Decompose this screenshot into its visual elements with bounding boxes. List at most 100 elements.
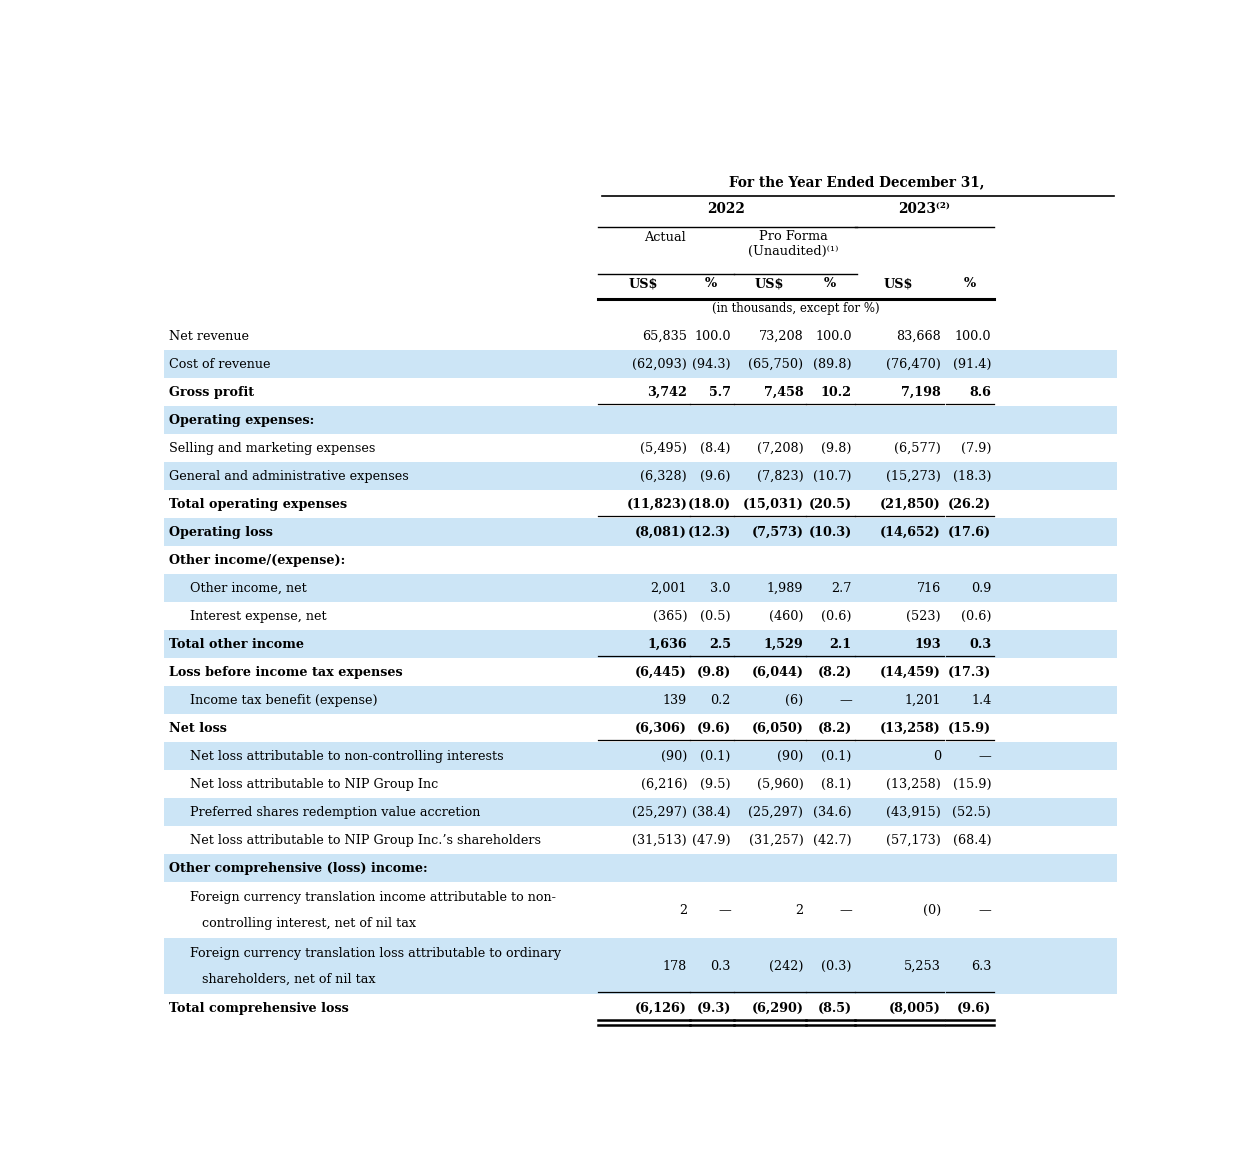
Bar (164, 686, 1118, 714)
Text: (18.3): (18.3) (952, 470, 991, 483)
Text: 2022: 2022 (707, 202, 745, 216)
Text: 0.2: 0.2 (710, 694, 731, 707)
Bar (164, 630, 1118, 658)
Bar (164, 574, 1118, 602)
Text: (0.1): (0.1) (821, 750, 851, 763)
Text: 3,742: 3,742 (648, 386, 688, 399)
Text: (9.8): (9.8) (696, 666, 731, 679)
Text: (7,208): (7,208) (756, 442, 804, 455)
Text: (13,258): (13,258) (880, 722, 941, 735)
Text: Gross profit: Gross profit (169, 386, 254, 399)
Text: 1,989: 1,989 (768, 582, 804, 595)
Bar (164, 406, 1118, 434)
Text: 2023⁽²⁾: 2023⁽²⁾ (898, 202, 950, 216)
Text: (0.1): (0.1) (700, 750, 731, 763)
Text: (26.2): (26.2) (949, 498, 991, 511)
Bar (164, 434, 1118, 462)
Text: 2: 2 (795, 904, 804, 916)
Text: (31,513): (31,513) (632, 834, 688, 847)
Text: —: — (839, 694, 851, 707)
Text: Pro Forma
(Unaudited)⁽¹⁾: Pro Forma (Unaudited)⁽¹⁾ (749, 230, 839, 258)
Bar (164, 743, 1118, 771)
Text: 1,529: 1,529 (764, 638, 804, 651)
Text: (15,273): (15,273) (886, 470, 941, 483)
Text: (10.3): (10.3) (809, 526, 851, 539)
Text: 3.0: 3.0 (710, 582, 731, 595)
Text: (25,297): (25,297) (632, 806, 688, 819)
Text: Income tax benefit (expense): Income tax benefit (expense) (190, 694, 378, 707)
Text: 6.3: 6.3 (971, 960, 991, 972)
Text: Operating expenses:: Operating expenses: (169, 414, 314, 427)
Text: 8.6: 8.6 (970, 386, 991, 399)
Text: (15,031): (15,031) (742, 498, 804, 511)
Text: Foreign currency translation loss attributable to ordinary: Foreign currency translation loss attrib… (190, 947, 561, 960)
Text: (9.6): (9.6) (958, 1002, 991, 1014)
Bar (164, 546, 1118, 574)
Text: Net loss: Net loss (169, 722, 226, 735)
Text: Total operating expenses: Total operating expenses (169, 498, 348, 511)
Text: (8.2): (8.2) (818, 666, 851, 679)
Text: (8.2): (8.2) (818, 722, 851, 735)
Text: (7,573): (7,573) (751, 526, 804, 539)
Text: Actual: Actual (645, 231, 686, 244)
Text: For the Year Ended December 31,: For the Year Ended December 31, (730, 175, 985, 189)
Bar (164, 350, 1118, 378)
Text: (5,495): (5,495) (640, 442, 688, 455)
Text: Other income/(expense):: Other income/(expense): (169, 554, 345, 567)
Text: 83,668: 83,668 (896, 330, 941, 343)
Text: —: — (718, 904, 731, 916)
Text: (15.9): (15.9) (949, 722, 991, 735)
Text: US$: US$ (755, 278, 784, 290)
Text: (31,257): (31,257) (749, 834, 804, 847)
Text: (38.4): (38.4) (693, 806, 731, 819)
Text: (365): (365) (652, 610, 688, 623)
Text: (9.6): (9.6) (700, 470, 731, 483)
Text: %: % (705, 278, 717, 290)
Text: (8.1): (8.1) (821, 778, 851, 791)
Text: (6,044): (6,044) (751, 666, 804, 679)
Text: 0.3: 0.3 (710, 960, 731, 972)
Bar (164, 602, 1118, 630)
Text: (6,050): (6,050) (751, 722, 804, 735)
Text: 0.3: 0.3 (969, 638, 991, 651)
Text: %: % (824, 278, 836, 290)
Text: (6,445): (6,445) (635, 666, 688, 679)
Text: (47.9): (47.9) (693, 834, 731, 847)
Bar (164, 827, 1118, 855)
Text: (5,960): (5,960) (756, 778, 804, 791)
Text: (0.6): (0.6) (961, 610, 991, 623)
Text: (91.4): (91.4) (952, 358, 991, 371)
Bar (164, 378, 1118, 406)
Text: (460): (460) (769, 610, 804, 623)
Text: (0.5): (0.5) (700, 610, 731, 623)
Text: (12.3): (12.3) (688, 526, 731, 539)
Text: 716: 716 (916, 582, 941, 595)
Text: (9.6): (9.6) (696, 722, 731, 735)
Text: Net loss attributable to non-controlling interests: Net loss attributable to non-controlling… (190, 750, 504, 763)
Text: 1,636: 1,636 (648, 638, 688, 651)
Text: (9.3): (9.3) (696, 1002, 731, 1014)
Text: (11,823): (11,823) (626, 498, 688, 511)
Text: 100.0: 100.0 (815, 330, 851, 343)
Bar (164, 714, 1118, 743)
Text: (15.9): (15.9) (952, 778, 991, 791)
Text: 100.0: 100.0 (694, 330, 731, 343)
Bar (164, 771, 1118, 799)
Text: (7,823): (7,823) (756, 470, 804, 483)
Text: (21,850): (21,850) (880, 498, 941, 511)
Text: (76,470): (76,470) (886, 358, 941, 371)
Text: Preferred shares redemption value accretion: Preferred shares redemption value accret… (190, 806, 480, 819)
Text: Net loss attributable to NIP Group Inc: Net loss attributable to NIP Group Inc (190, 778, 439, 791)
Text: (57,173): (57,173) (886, 834, 941, 847)
Text: (0.6): (0.6) (821, 610, 851, 623)
Text: Cost of revenue: Cost of revenue (169, 358, 270, 371)
Text: 73,208: 73,208 (759, 330, 804, 343)
Text: (8.5): (8.5) (818, 1002, 851, 1014)
Text: (90): (90) (778, 750, 804, 763)
Text: Operating loss: Operating loss (169, 526, 272, 539)
Text: (68.4): (68.4) (952, 834, 991, 847)
Text: (62,093): (62,093) (632, 358, 688, 371)
Text: General and administrative expenses: General and administrative expenses (169, 470, 409, 483)
Text: (13,258): (13,258) (886, 778, 941, 791)
Text: (17.3): (17.3) (948, 666, 991, 679)
